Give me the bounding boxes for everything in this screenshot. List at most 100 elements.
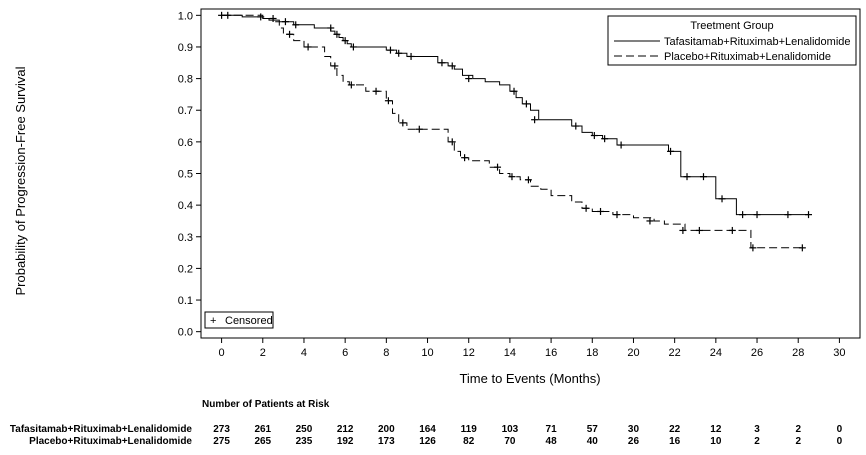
- censor-mark: [438, 59, 446, 67]
- risk-value: 119: [461, 424, 478, 435]
- risk-value: 71: [546, 424, 558, 435]
- x-tick-label: 6: [342, 347, 348, 359]
- censor-mark: [327, 24, 335, 32]
- risk-table-values: 273 261 250 212 200 164 119 103 71 57 30 22 12 3 2 0275…: [213, 424, 842, 447]
- risk-value: 164: [419, 424, 436, 435]
- censor-mark: [384, 97, 392, 105]
- censor-mark: [531, 116, 539, 124]
- censor-mark: [292, 21, 300, 29]
- censor-mark: [448, 138, 456, 146]
- y-axis-title: Probability of Progression-Free Survival: [13, 66, 28, 295]
- y-tick-label: 0.1: [178, 295, 193, 307]
- x-tick-label: 16: [545, 347, 557, 359]
- risk-table-title: Number of Patients at Risk: [202, 399, 330, 410]
- censor-mark: [683, 173, 691, 181]
- risk-value: 12: [710, 424, 722, 435]
- x-tick-label: 12: [463, 347, 475, 359]
- risk-value: 250: [296, 424, 313, 435]
- x-tick-label: 4: [301, 347, 307, 359]
- risk-value: 16: [669, 436, 681, 447]
- censor-mark: [461, 154, 469, 162]
- censor-mark: [728, 226, 736, 234]
- censor-mark: [582, 204, 590, 212]
- legend-entry-tafasitamab: Tafasitamab+Rituximab+Lenalidomide: [664, 36, 851, 48]
- censor-mark: [347, 81, 355, 89]
- censor-legend-label: Censored: [225, 315, 273, 327]
- risk-value: 273: [213, 424, 230, 435]
- x-tick-label: 0: [219, 347, 225, 359]
- x-tick-label: 22: [669, 347, 681, 359]
- y-tick-label: 0.5: [178, 169, 193, 181]
- risk-value: 26: [628, 436, 640, 447]
- x-axis-title: Time to Events (Months): [459, 371, 600, 386]
- risk-value: 2: [795, 436, 801, 447]
- censor-mark: [524, 176, 532, 184]
- risk-value: 192: [337, 436, 354, 447]
- legend-entry-placebo: Placebo+Rituximab+Lenalidomide: [664, 51, 831, 63]
- risk-row-label-placebo: Placebo+Rituximab+Lenalidomide: [29, 436, 192, 447]
- censor-mark: [601, 135, 609, 143]
- censor-mark: [695, 226, 703, 234]
- risk-value: 40: [587, 436, 599, 447]
- x-tick-label: 28: [792, 347, 804, 359]
- legend: Treetment Group Tafasitamab+Rituximab+Le…: [607, 15, 857, 66]
- censor-mark: [508, 173, 516, 181]
- y-tick-label: 1.0: [178, 10, 193, 22]
- x-tick-label: 30: [833, 347, 845, 359]
- censor-mark: [386, 46, 394, 54]
- x-tick-label: 26: [751, 347, 763, 359]
- censor-mark: [257, 13, 265, 21]
- y-tick-label: 0.6: [178, 137, 193, 149]
- x-tick-label: 10: [421, 347, 433, 359]
- censor-mark: [372, 87, 380, 95]
- censor-mark: [349, 43, 357, 51]
- risk-value: 212: [337, 424, 354, 435]
- risk-value: 2: [754, 436, 760, 447]
- risk-value: 261: [254, 424, 271, 435]
- risk-value: 0: [837, 436, 843, 447]
- censor-mark: [590, 132, 598, 140]
- censor-mark: [522, 100, 530, 108]
- censor-mark: [415, 125, 423, 133]
- x-tick-label: 14: [504, 347, 516, 359]
- censor-mark: [333, 30, 341, 38]
- axis-ticks: [196, 14, 840, 343]
- censor-mark: [407, 52, 415, 60]
- risk-value: 126: [419, 436, 436, 447]
- censor-mark: [617, 141, 625, 149]
- censor-legend: + Censored: [204, 311, 274, 329]
- censor-mark: [597, 207, 605, 215]
- risk-value: 3: [754, 424, 760, 435]
- censor-mark: [805, 211, 813, 219]
- censor-mark: [699, 173, 707, 181]
- x-tick-label: 20: [627, 347, 639, 359]
- censor-mark: [613, 211, 621, 219]
- y-tick-label: 0.3: [178, 232, 193, 244]
- censor-mark: [331, 62, 339, 70]
- censor-mark: [749, 244, 757, 252]
- censor-mark: [798, 244, 806, 252]
- y-tick-label: 0.8: [178, 74, 193, 86]
- y-tick-label: 0.2: [178, 263, 193, 275]
- risk-value: 275: [213, 436, 230, 447]
- risk-row-label-tafasitamab: Tafasitamab+Rituximab+Lenalidomide: [10, 424, 193, 435]
- risk-value: 173: [378, 436, 395, 447]
- censor-mark: [399, 119, 407, 127]
- censor-mark: [448, 62, 456, 70]
- y-tick-label: 0.7: [178, 105, 193, 117]
- risk-value: 30: [628, 424, 640, 435]
- censor-mark: [304, 43, 312, 51]
- censor-mark: [753, 211, 761, 219]
- risk-value: 200: [378, 424, 395, 435]
- y-tick-label: 0.4: [178, 200, 193, 212]
- censor-mark: [510, 87, 518, 95]
- y-tick-label: 0.0: [178, 327, 193, 339]
- censor-mark: [494, 163, 502, 171]
- legend-title: Treetment Group: [690, 20, 773, 32]
- risk-value: 22: [669, 424, 681, 435]
- risk-value: 0: [837, 424, 843, 435]
- censor-mark: [269, 14, 277, 22]
- y-tick-label: 0.9: [178, 42, 193, 54]
- risk-value: 48: [546, 436, 558, 447]
- censor-marks: [218, 11, 813, 252]
